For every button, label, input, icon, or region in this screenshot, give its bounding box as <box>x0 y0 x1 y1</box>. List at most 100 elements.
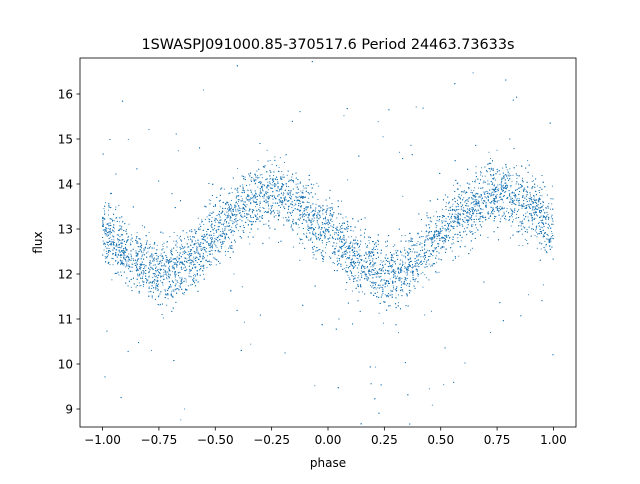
data-point <box>177 281 179 284</box>
data-point <box>155 271 157 273</box>
data-point <box>228 247 230 249</box>
data-point <box>355 242 357 244</box>
data-point <box>162 248 164 250</box>
data-point <box>103 207 105 210</box>
data-point <box>206 267 208 269</box>
data-point <box>429 255 431 257</box>
data-point <box>155 282 158 284</box>
data-point <box>470 191 472 194</box>
data-point <box>261 177 263 179</box>
data-point <box>269 159 271 162</box>
data-point <box>184 269 186 272</box>
data-point <box>464 201 466 203</box>
data-point <box>482 182 484 184</box>
data-point <box>166 277 168 279</box>
data-point <box>338 254 340 256</box>
data-point <box>481 202 483 204</box>
data-point <box>475 201 477 203</box>
data-point <box>185 279 187 281</box>
data-point <box>282 174 284 176</box>
data-point <box>278 166 280 169</box>
data-point <box>377 276 379 278</box>
data-point <box>489 332 491 334</box>
data-point <box>454 210 457 212</box>
data-point <box>408 241 410 243</box>
data-point <box>524 207 526 209</box>
data-point <box>243 210 245 213</box>
data-point <box>354 266 356 268</box>
data-point <box>208 199 210 201</box>
data-point <box>220 234 222 236</box>
data-point <box>330 213 332 215</box>
data-point <box>479 195 481 198</box>
data-point <box>317 210 320 212</box>
data-point <box>176 246 178 248</box>
data-point <box>315 203 317 205</box>
data-point <box>503 196 505 198</box>
data-point <box>156 275 158 277</box>
data-point <box>118 274 120 276</box>
data-point <box>433 215 435 217</box>
data-point <box>360 270 362 272</box>
data-point <box>267 192 269 194</box>
data-point <box>200 265 202 267</box>
data-point <box>502 167 504 169</box>
data-point <box>209 250 211 252</box>
data-point <box>422 263 424 265</box>
data-point <box>436 238 438 240</box>
data-point <box>369 285 372 287</box>
data-point <box>302 190 304 192</box>
data-point <box>431 240 433 242</box>
data-point <box>498 211 500 213</box>
data-point <box>148 291 150 293</box>
data-point <box>108 209 110 211</box>
data-point <box>221 246 223 248</box>
data-point <box>194 273 196 275</box>
data-point <box>103 249 105 251</box>
data-point <box>535 228 537 230</box>
data-point <box>489 170 491 172</box>
data-point <box>478 201 480 203</box>
data-point <box>516 177 518 179</box>
data-point <box>153 282 156 284</box>
data-point <box>497 188 499 190</box>
data-point <box>542 284 544 286</box>
data-point <box>173 240 175 242</box>
data-point <box>545 207 547 209</box>
data-point <box>283 161 286 164</box>
data-point <box>467 215 469 217</box>
data-point <box>507 174 509 176</box>
data-point <box>273 174 275 177</box>
data-point <box>294 203 296 205</box>
data-point <box>461 194 463 196</box>
data-point <box>185 281 187 283</box>
data-point <box>531 218 533 220</box>
data-point <box>148 275 150 277</box>
data-point <box>281 189 283 191</box>
data-point <box>352 230 354 232</box>
data-point <box>463 190 465 192</box>
data-point <box>111 257 113 259</box>
data-point <box>392 286 395 288</box>
data-point <box>395 270 397 272</box>
data-point <box>290 203 292 205</box>
data-point <box>445 224 447 226</box>
data-point <box>331 236 334 238</box>
data-point <box>106 257 108 259</box>
data-point <box>491 195 493 197</box>
data-point <box>399 270 401 272</box>
data-point <box>425 225 428 227</box>
data-point <box>221 233 223 235</box>
data-point <box>181 248 183 250</box>
data-point <box>331 226 333 228</box>
data-point <box>237 203 239 205</box>
data-point <box>506 210 508 212</box>
data-point <box>259 196 261 198</box>
data-point <box>265 223 267 225</box>
data-point <box>138 275 140 277</box>
data-point <box>481 175 484 177</box>
data-point <box>406 273 409 275</box>
data-point <box>339 222 341 224</box>
data-point <box>308 218 310 220</box>
data-point <box>505 219 507 221</box>
